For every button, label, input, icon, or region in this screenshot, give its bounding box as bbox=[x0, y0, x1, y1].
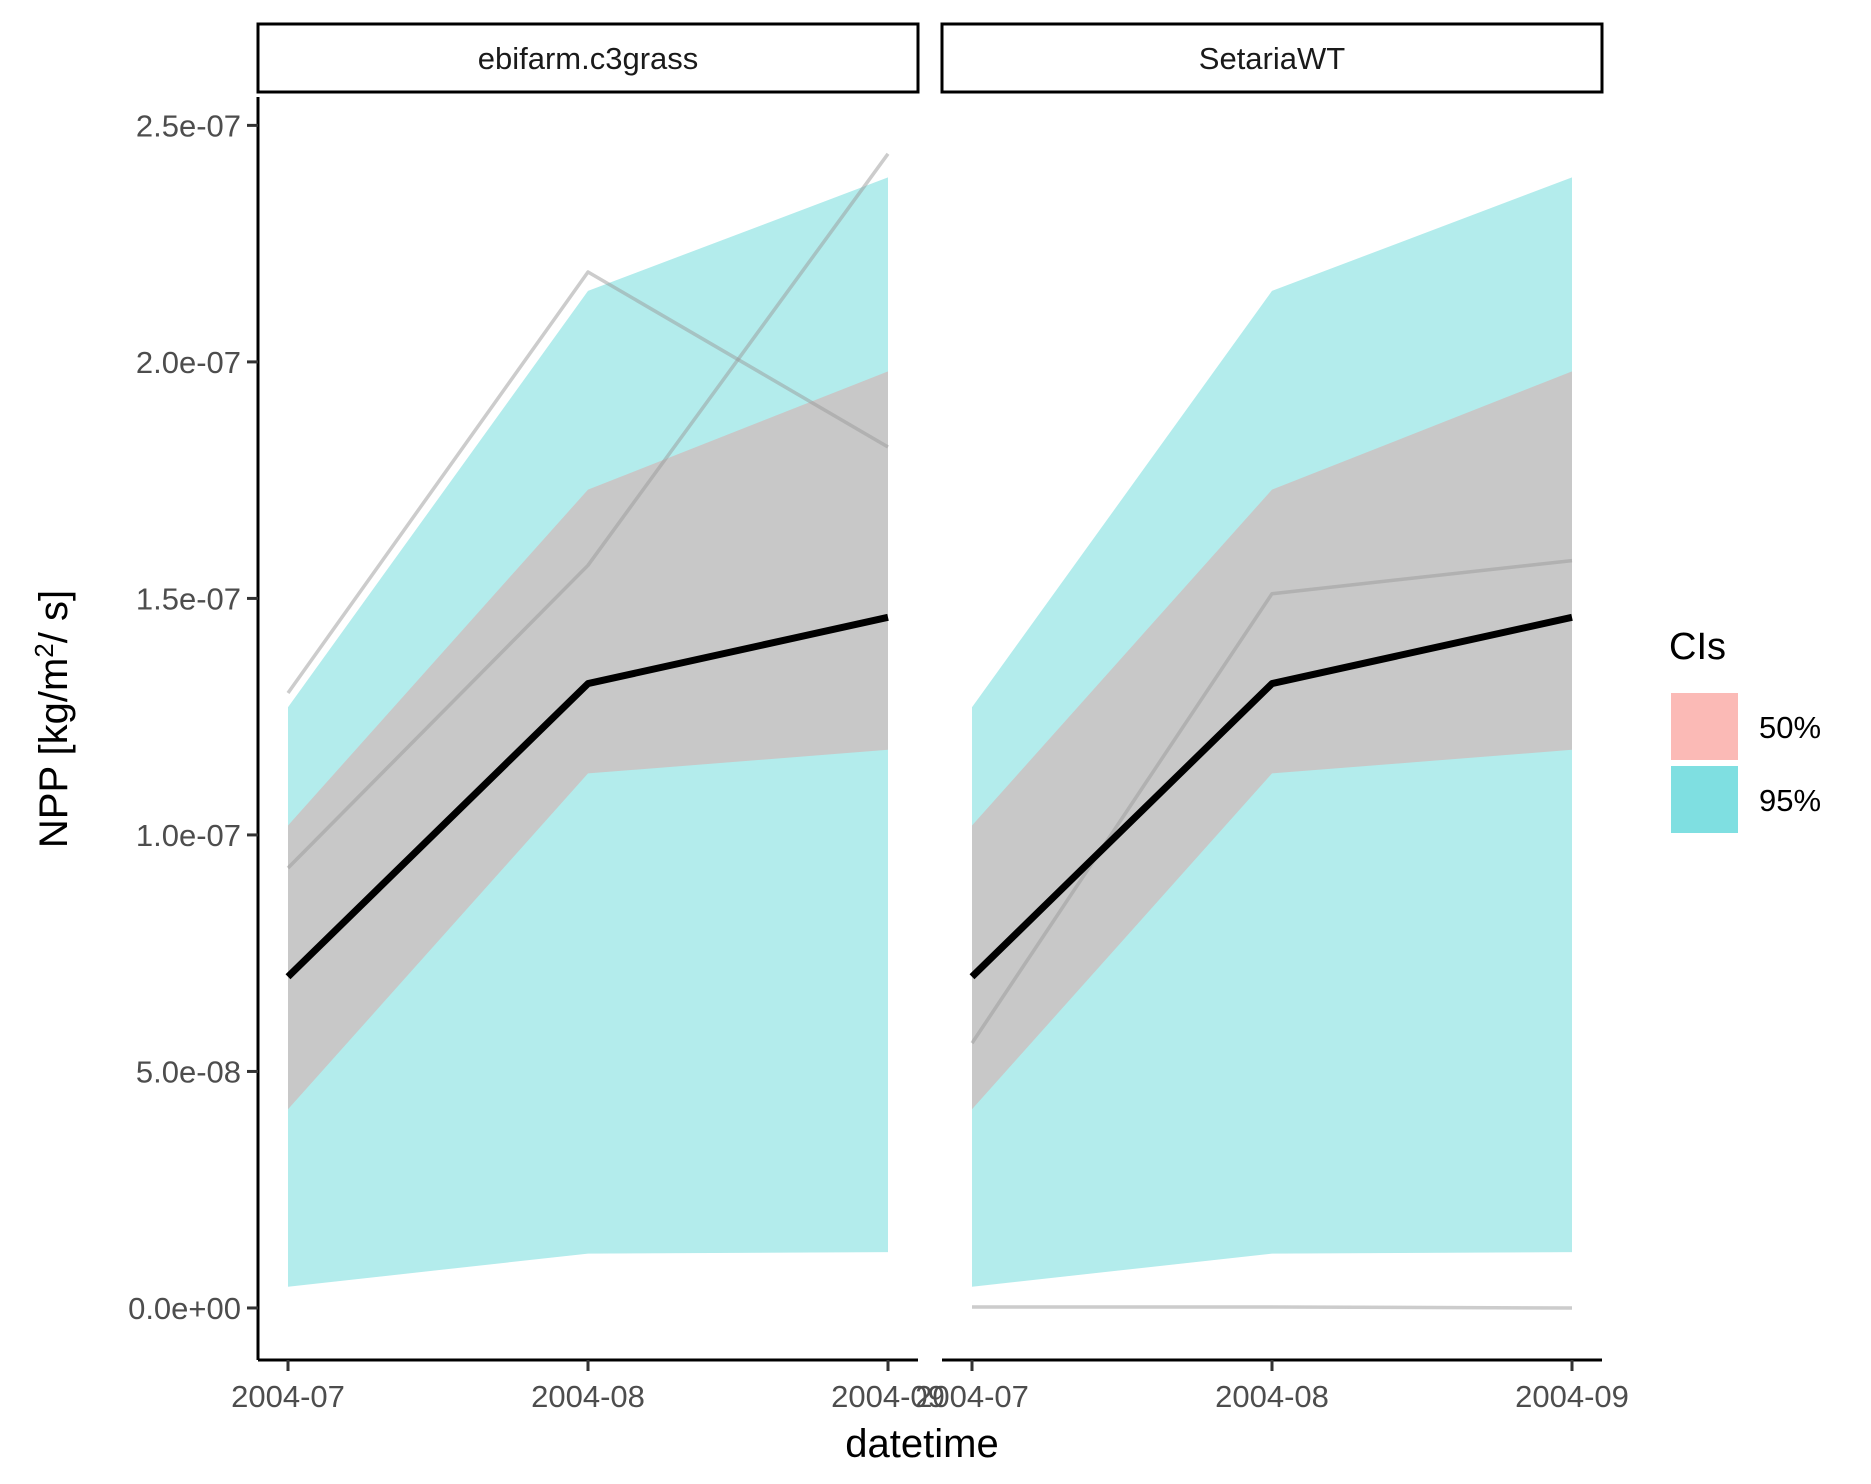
y-tick-label: 1.0e-07 bbox=[136, 818, 241, 853]
x-tick-label: 2004-07 bbox=[231, 1379, 345, 1414]
y-axis-title-superscript: 2 bbox=[29, 643, 59, 657]
ensemble-line-2 bbox=[286, 152, 890, 870]
legend: CIs 50% 95% bbox=[1669, 626, 1821, 833]
y-axis-title: NPP [kg/m2/ s] bbox=[29, 590, 76, 848]
y-axis-title-prefix: NPP [kg/m bbox=[32, 658, 76, 848]
legend-title: CIs bbox=[1669, 626, 1726, 668]
median-line bbox=[969, 613, 1573, 980]
ci50-ribbon bbox=[972, 371, 1572, 1110]
y-tick-label: 2.5e-07 bbox=[136, 108, 241, 143]
ensemble-line-1 bbox=[286, 270, 889, 695]
x-tick-label: 2004-07 bbox=[915, 1379, 1029, 1414]
y-tick-label: 5.0e-08 bbox=[136, 1054, 241, 1089]
facet-strip bbox=[256, 22, 920, 94]
legend-key-50% bbox=[1671, 693, 1738, 760]
panel-SetariaWT: SetariaWT bbox=[940, 22, 1604, 1310]
x-tick-label: 2004-09 bbox=[831, 1379, 945, 1414]
y-tick-label: 1.5e-07 bbox=[136, 581, 241, 616]
y-tick-label: 0.0e+00 bbox=[128, 1291, 241, 1326]
facet-strip-label: ebifarm.c3grass bbox=[478, 41, 699, 76]
x-tick-label: 2004-08 bbox=[531, 1379, 645, 1414]
ci50-ribbon bbox=[288, 371, 888, 1110]
ensemble-line-2 bbox=[972, 1305, 1573, 1310]
x-tick-label: 2004-08 bbox=[1215, 1379, 1329, 1414]
median-line bbox=[285, 613, 889, 980]
x-tick-label: 2004-09 bbox=[1515, 1379, 1629, 1414]
legend-key-95% bbox=[1671, 766, 1738, 833]
y-axis-title-suffix: / s] bbox=[32, 590, 76, 643]
ensemble-line-1 bbox=[970, 558, 1573, 1045]
legend-label-95%: 95% bbox=[1759, 783, 1821, 818]
facet-strip-label: SetariaWT bbox=[1199, 41, 1345, 76]
panels: ebifarm.c3grass SetariaWT bbox=[256, 22, 1604, 1310]
y-tick-label: 2.0e-07 bbox=[136, 345, 241, 380]
legend-label-50%: 50% bbox=[1759, 710, 1821, 745]
panel-ebifarm.c3grass: ebifarm.c3grass bbox=[256, 22, 920, 1287]
x-axis-title: datetime bbox=[845, 1422, 998, 1466]
facet-strip bbox=[940, 22, 1604, 94]
